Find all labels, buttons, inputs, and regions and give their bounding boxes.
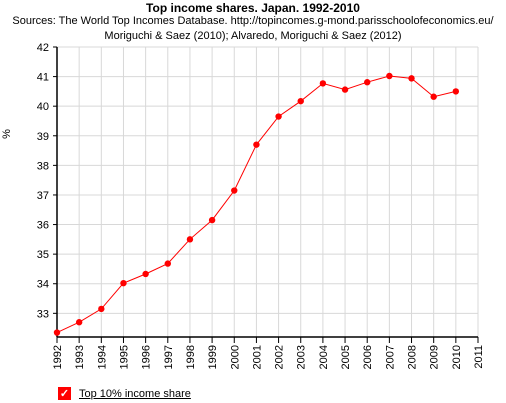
x-tick-label: 1998 xyxy=(185,345,197,369)
x-tick-label: 1995 xyxy=(118,345,130,369)
chart-title: Top income shares. Japan. 1992-2010 xyxy=(146,1,360,15)
legend-checkbox-icon[interactable]: ✓ xyxy=(58,387,71,400)
data-point xyxy=(364,79,371,86)
data-point xyxy=(275,113,282,120)
x-tick-label: 2011 xyxy=(473,345,485,369)
data-point xyxy=(386,72,393,80)
data-point xyxy=(408,75,415,82)
data-point xyxy=(253,141,260,148)
data-point xyxy=(341,86,349,93)
data-point xyxy=(231,187,238,194)
x-tick-label: 2010 xyxy=(451,345,463,369)
data-point xyxy=(208,216,216,224)
x-tick-label: 2007 xyxy=(384,345,396,369)
x-tick-label: 2001 xyxy=(251,345,263,369)
data-point xyxy=(319,80,327,87)
data-point xyxy=(120,279,127,287)
x-tick-label: 2006 xyxy=(362,345,374,369)
y-tick-label: 38 xyxy=(37,160,49,172)
y-tick-label: 39 xyxy=(37,131,49,143)
x-tick-label: 2002 xyxy=(274,345,286,369)
legend-series-label[interactable]: Top 10% income share xyxy=(79,387,191,400)
y-tick-label: 33 xyxy=(37,308,49,320)
y-tick-label: 36 xyxy=(37,220,49,232)
data-point xyxy=(430,93,437,100)
data-point xyxy=(53,329,61,336)
x-tick-label: 2004 xyxy=(318,345,330,369)
data-point xyxy=(142,270,149,278)
x-tick-label: 1993 xyxy=(74,345,86,369)
x-tick-label: 1992 xyxy=(52,345,64,369)
legend[interactable]: ✓ Top 10% income share xyxy=(58,387,191,400)
y-axis-label: % xyxy=(1,129,13,139)
data-point xyxy=(164,260,171,267)
data-point xyxy=(297,97,304,105)
y-tick-label: 35 xyxy=(37,249,49,261)
x-tick-label: 2000 xyxy=(229,345,241,369)
x-tick-label: 2009 xyxy=(429,345,441,369)
x-tick-label: 2003 xyxy=(296,345,308,369)
data-point xyxy=(75,319,83,326)
y-tick-label: 34 xyxy=(37,279,49,291)
x-tick-label: 1994 xyxy=(96,345,108,369)
chart-subtitle-line-2: Moriguchi & Saez (2010); Alvaredo, Morig… xyxy=(104,30,402,42)
x-tick-label: 2008 xyxy=(407,345,419,369)
x-tick-label: 1996 xyxy=(141,345,153,369)
x-tick-label: 2005 xyxy=(340,345,352,369)
data-point xyxy=(186,236,194,243)
x-tick-label: 1997 xyxy=(163,345,175,369)
y-tick-label: 37 xyxy=(37,190,49,202)
chart-subtitle-line-1: Sources: The World Top Incomes Database.… xyxy=(12,15,494,27)
y-tick-label: 40 xyxy=(37,101,49,113)
x-tick-label: 1999 xyxy=(207,345,219,369)
y-tick-label: 42 xyxy=(37,42,49,54)
data-point xyxy=(452,88,460,95)
data-point xyxy=(98,305,105,313)
y-tick-label: 41 xyxy=(37,72,49,84)
